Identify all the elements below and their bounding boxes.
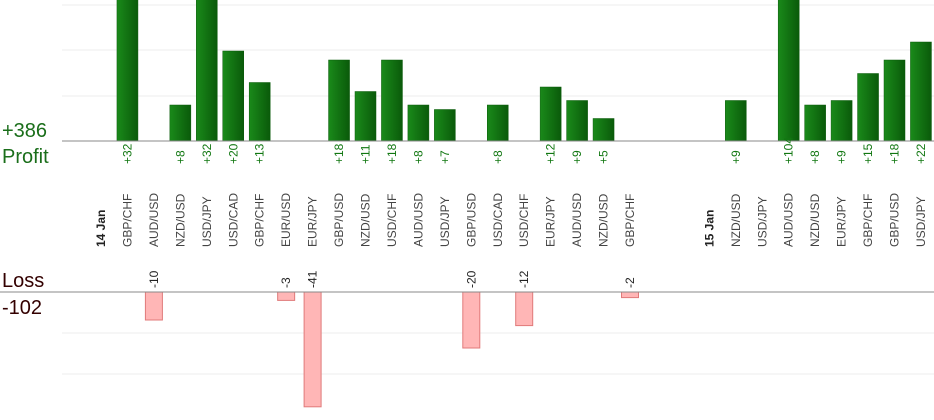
- loss-value-label: -12: [517, 270, 531, 288]
- category-tick-label: USD/JPY: [200, 196, 214, 247]
- profit-bar: [539, 86, 562, 142]
- category-tick-label: NZD/USD: [359, 193, 373, 247]
- profit-value-label: +8: [808, 150, 822, 164]
- loss-bar: [277, 291, 296, 301]
- profit-bar: [381, 59, 403, 142]
- profit-value-label: +18: [888, 143, 902, 164]
- loss-bar: [303, 291, 322, 408]
- category-tick-label: EUR/JPY: [835, 196, 849, 247]
- profit-value-label: +12: [544, 143, 558, 164]
- profit-bar: [777, 0, 800, 142]
- category-tick-label: NZD/USD: [173, 193, 187, 247]
- profit-bar: [592, 118, 615, 142]
- loss-bar: [621, 291, 639, 299]
- category-tick-label: EUR/JPY: [306, 196, 320, 247]
- category-tick-label: USD/CHF: [385, 194, 399, 247]
- category-tick-label: AUD/USD: [147, 193, 161, 247]
- profit-value-label: +20: [226, 143, 240, 164]
- category-tick-label: GBP/USD: [464, 193, 478, 247]
- profit-value-label: +22: [914, 143, 928, 164]
- profit-value-label: +8: [491, 150, 505, 164]
- profit-bar: [116, 0, 139, 142]
- profit-bar: [830, 100, 853, 142]
- category-tick-label: GBP/CHF: [623, 194, 637, 247]
- profit-bar: [407, 104, 430, 142]
- profit-value-label: +11: [359, 144, 373, 164]
- profit-bar: [328, 59, 350, 142]
- profit-bar: [434, 109, 456, 142]
- loss-total: -102: [2, 297, 42, 319]
- profit-value-label: +13: [253, 143, 267, 164]
- category-tick-label: NZD/USD: [808, 193, 822, 247]
- category-tick-label: USD/CAD: [226, 193, 240, 247]
- date-tick-label: 15 Jan: [702, 210, 716, 247]
- loss-bar: [144, 291, 163, 321]
- profit-value-label: +32: [200, 143, 214, 164]
- profit-bar: [354, 91, 377, 142]
- loss-value-label: -2: [623, 277, 637, 288]
- category-tick-label: USD/JPY: [438, 196, 452, 247]
- profit-bar: [566, 100, 588, 142]
- loss-value-label: -41: [306, 270, 320, 288]
- loss-value-label: -10: [147, 270, 161, 288]
- profit-value-label: +104: [782, 137, 796, 164]
- profit-value-label: +7: [438, 150, 452, 164]
- profit-value-label: +32: [120, 143, 134, 164]
- profit-label: Profit: [2, 146, 49, 168]
- category-tick-label: AUD/USD: [782, 193, 796, 247]
- profit-bar: [857, 73, 879, 142]
- profit-value-label: +9: [570, 150, 584, 164]
- category-tick-label: NZD/USD: [597, 193, 611, 247]
- category-tick-label: EUR/USD: [279, 193, 293, 247]
- loss-bar: [515, 291, 534, 327]
- date-tick-label: 14 Jan: [94, 210, 108, 247]
- category-tick-label: USD/CAD: [491, 193, 505, 247]
- profit-value-label: +18: [332, 143, 346, 164]
- category-tick-label: NZD/USD: [729, 193, 743, 247]
- profit-value-label: +9: [835, 150, 849, 164]
- category-tick-label: USD/JPY: [755, 196, 769, 247]
- category-tick-label: GBP/USD: [888, 193, 902, 247]
- category-tick-label: GBP/USD: [332, 193, 346, 247]
- loss-bar: [462, 291, 481, 349]
- profit-value-label: +9: [729, 150, 743, 164]
- category-tick-label: USD/JPY: [914, 196, 928, 247]
- profit-value-label: +8: [411, 150, 425, 164]
- category-tick-label: GBP/CHF: [120, 194, 134, 247]
- category-tick-label: AUD/USD: [570, 193, 584, 247]
- profit-value-label: +18: [385, 143, 399, 164]
- loss-label: Loss: [2, 270, 44, 292]
- bars-layer: [116, 0, 932, 408]
- profit-bar: [196, 0, 218, 142]
- profit-bar: [248, 82, 271, 142]
- profit-value-label: +8: [173, 150, 187, 164]
- grid-layer: [62, 4, 934, 375]
- category-tick-label: GBP/CHF: [253, 194, 267, 247]
- profit-value-label: +15: [861, 143, 875, 164]
- category-tick-label: EUR/JPY: [544, 196, 558, 247]
- profit-bar: [910, 41, 932, 142]
- profit-bar: [883, 59, 906, 142]
- profit-total: +386: [2, 120, 47, 142]
- profit-bar: [725, 100, 747, 142]
- profit-bar: [169, 104, 192, 142]
- labels-layer: 14 Jan GBP/CHF +32 AUD/USD -10 NZD/USD +8 USD/J…: [94, 137, 928, 288]
- category-tick-label: GBP/CHF: [861, 194, 875, 247]
- category-tick-label: USD/CHF: [517, 194, 531, 247]
- loss-value-label: -20: [464, 270, 478, 288]
- profit-value-label: +5: [597, 150, 611, 164]
- profit-bar: [804, 104, 826, 142]
- loss-value-label: -3: [279, 277, 293, 288]
- category-tick-label: AUD/USD: [411, 193, 425, 247]
- profit-bar: [222, 50, 244, 142]
- profit-bar: [487, 104, 509, 142]
